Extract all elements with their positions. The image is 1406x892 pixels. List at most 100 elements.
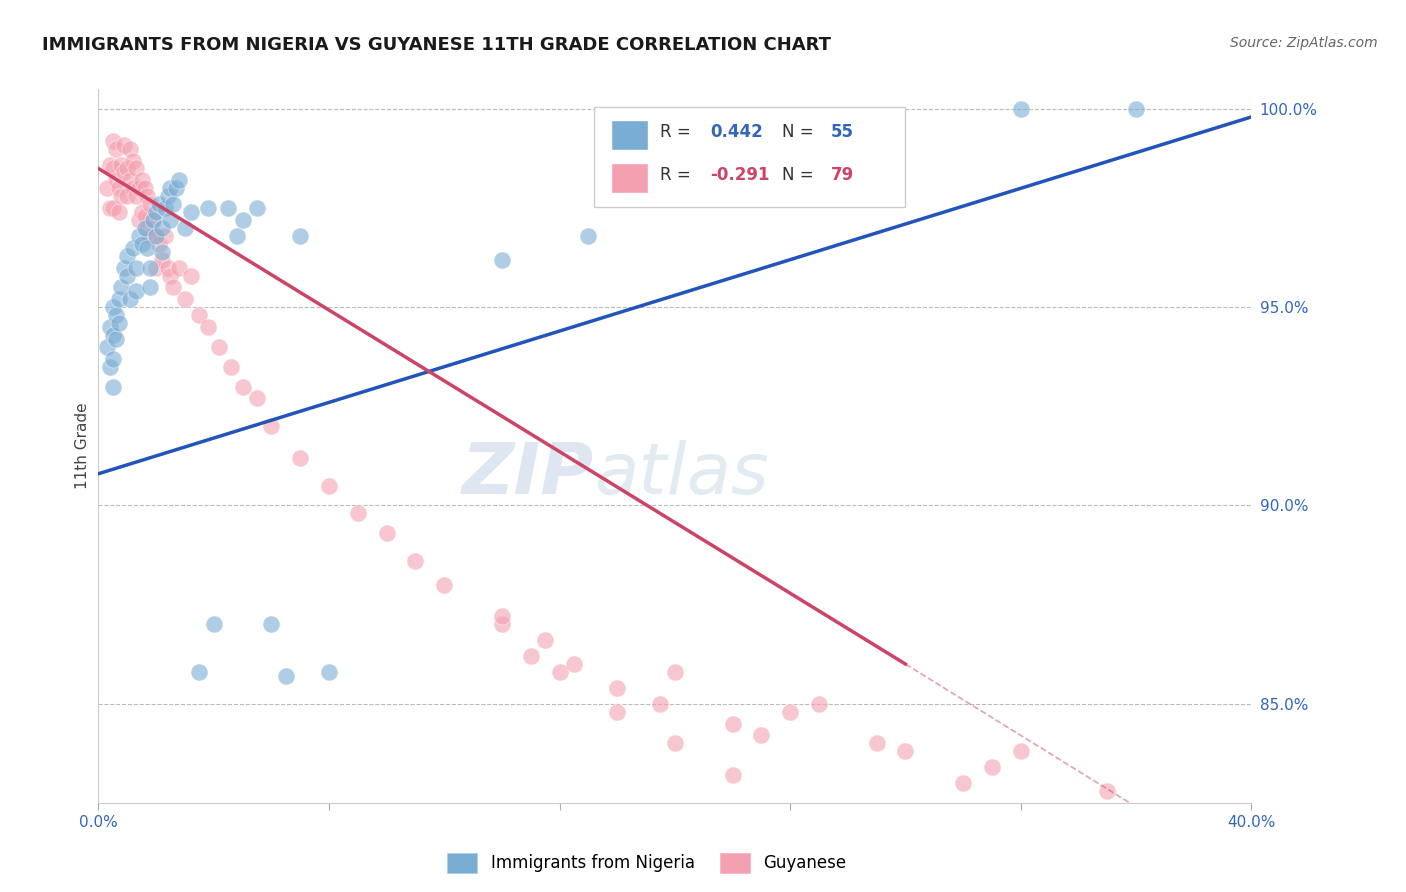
Point <box>548 665 571 679</box>
Point <box>101 300 124 314</box>
Point <box>120 142 142 156</box>
Text: N =: N = <box>782 166 814 184</box>
Point <box>208 340 231 354</box>
Point <box>180 205 202 219</box>
Point <box>1010 102 1032 116</box>
Point <box>125 285 148 299</box>
Point <box>150 244 173 259</box>
Point <box>148 236 170 251</box>
Point <box>159 181 181 195</box>
Point <box>148 197 170 211</box>
Point <box>117 161 139 176</box>
Point <box>290 450 312 465</box>
Point <box>491 617 513 632</box>
Point <box>142 213 165 227</box>
Point <box>405 554 427 568</box>
Point <box>318 665 340 679</box>
Point <box>246 201 269 215</box>
Point <box>1010 744 1032 758</box>
Point <box>162 280 184 294</box>
Point <box>219 359 242 374</box>
Point <box>136 189 159 203</box>
Point <box>145 205 167 219</box>
Point <box>578 228 600 243</box>
Point <box>751 728 773 742</box>
Point <box>167 173 190 187</box>
Point <box>606 705 628 719</box>
Point <box>180 268 202 283</box>
Text: N =: N = <box>782 123 814 141</box>
Point <box>101 351 124 366</box>
Point <box>122 241 145 255</box>
Text: Source: ZipAtlas.com: Source: ZipAtlas.com <box>1230 36 1378 50</box>
Point <box>721 716 744 731</box>
Point <box>246 392 269 406</box>
Point <box>534 633 557 648</box>
Point <box>120 173 142 187</box>
Point <box>128 213 150 227</box>
Point <box>101 161 124 176</box>
Point <box>664 736 686 750</box>
Point <box>520 649 543 664</box>
Point <box>125 161 148 176</box>
Point <box>156 260 179 275</box>
Point <box>807 697 830 711</box>
Point <box>98 201 121 215</box>
Point <box>217 201 239 215</box>
Point <box>779 705 801 719</box>
Point <box>231 213 254 227</box>
Point <box>318 478 340 492</box>
Point <box>142 213 165 227</box>
Point <box>120 293 142 307</box>
Point <box>606 681 628 695</box>
Point <box>117 268 139 283</box>
Point <box>107 316 129 330</box>
Point <box>202 617 225 632</box>
Point <box>117 189 139 203</box>
Text: 55: 55 <box>831 123 853 141</box>
Point <box>125 189 148 203</box>
Point <box>1097 784 1119 798</box>
Y-axis label: 11th Grade: 11th Grade <box>75 402 90 490</box>
Point <box>153 228 176 243</box>
Point <box>98 359 121 374</box>
Point <box>188 665 211 679</box>
Point <box>952 776 974 790</box>
Point <box>104 308 127 322</box>
Point <box>98 157 121 171</box>
Text: R =: R = <box>659 123 690 141</box>
Text: atlas: atlas <box>595 440 769 509</box>
Point <box>174 221 197 235</box>
Point <box>122 181 145 195</box>
Point <box>139 197 162 211</box>
Point <box>866 736 889 750</box>
Point <box>125 260 148 275</box>
Point <box>139 280 162 294</box>
Text: IMMIGRANTS FROM NIGERIA VS GUYANESE 11TH GRADE CORRELATION CHART: IMMIGRANTS FROM NIGERIA VS GUYANESE 11TH… <box>42 36 831 54</box>
Point <box>101 201 124 215</box>
Point <box>131 173 153 187</box>
Point <box>894 744 917 758</box>
Point <box>110 157 132 171</box>
Point <box>104 173 127 187</box>
Text: ZIP: ZIP <box>463 440 595 509</box>
Point <box>721 768 744 782</box>
Point <box>101 379 124 393</box>
Point <box>131 236 153 251</box>
Point <box>159 213 181 227</box>
Point <box>156 189 179 203</box>
Point <box>150 221 173 235</box>
Point <box>491 609 513 624</box>
Text: R =: R = <box>659 166 690 184</box>
Point <box>981 760 1004 774</box>
Point <box>134 209 156 223</box>
Point <box>562 657 585 671</box>
Text: -0.291: -0.291 <box>710 166 770 184</box>
Point <box>136 241 159 255</box>
Point <box>112 165 135 179</box>
Point <box>104 332 127 346</box>
Point <box>650 697 672 711</box>
Point <box>110 280 132 294</box>
Point <box>225 228 247 243</box>
Point <box>231 379 254 393</box>
